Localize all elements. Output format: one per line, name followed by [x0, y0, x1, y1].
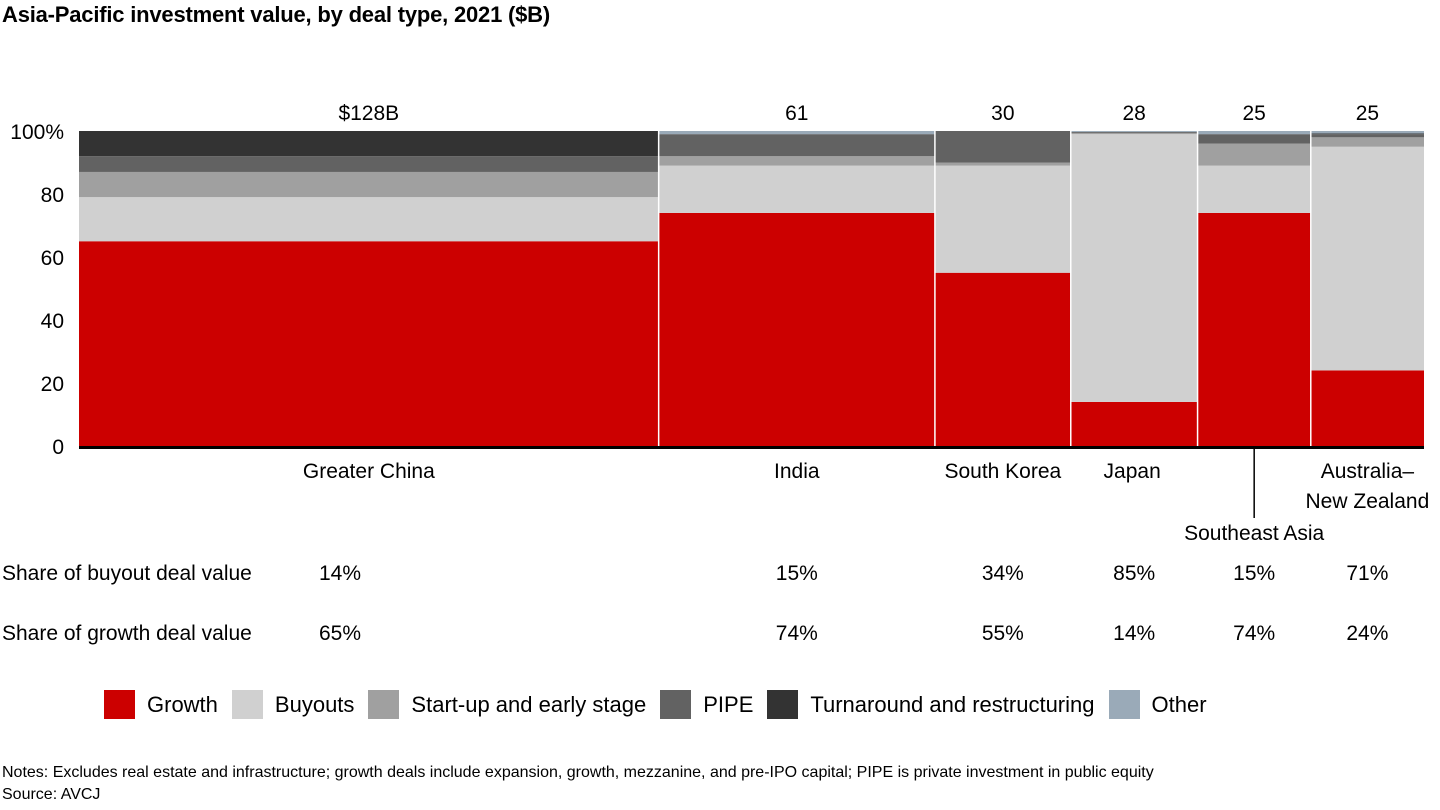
table-value-share-of-buyout-deal-value-south-korea: 34% — [982, 562, 1024, 585]
legend-swatch-growth — [104, 690, 135, 719]
legend-label-other: Other — [1151, 691, 1207, 717]
legend-swatch-start-up-and-early-stage — [368, 690, 400, 719]
table-value-share-of-buyout-deal-value-australia-new-zealand: 71% — [1346, 562, 1388, 585]
category-label-japan: Japan — [1104, 460, 1161, 483]
bar-segment-southeast-asia-growth — [1197, 212, 1311, 446]
total-label-greater-china: $128B — [338, 102, 399, 125]
table-value-share-of-growth-deal-value-japan: 14% — [1113, 622, 1155, 645]
bar-segment-greater-china-pipe — [79, 156, 659, 172]
total-label-australia-new-zealand: 25 — [1356, 102, 1379, 125]
bar-segment-greater-china-start-up-and-early-stage — [79, 171, 659, 198]
row-label-buyout-share: Share of buyout deal value — [2, 562, 252, 585]
bar-segment-australia-new-zealand-other — [1310, 131, 1424, 134]
bar-segment-south-korea-pipe — [934, 131, 1071, 163]
bar-segment-greater-china-buyouts — [79, 197, 659, 242]
table-value-share-of-buyout-deal-value-greater-china: 14% — [319, 562, 361, 585]
y-tick-label: 60 — [41, 247, 64, 270]
y-tick-label: 0 — [52, 436, 64, 459]
legend-item-other: Other — [1108, 690, 1207, 719]
total-label-southeast-asia: 25 — [1242, 102, 1265, 125]
table-value-share-of-growth-deal-value-australia-new-zealand: 24% — [1346, 622, 1388, 645]
bar-segment-south-korea-buyouts — [934, 165, 1071, 273]
table-value-share-of-growth-deal-value-south-korea: 55% — [982, 622, 1024, 645]
bar-segment-japan-other — [1070, 131, 1198, 132]
notes-text: Notes: Excludes real estate and infrastr… — [2, 764, 1154, 781]
table-value-share-of-growth-deal-value-greater-china: 65% — [319, 622, 361, 645]
bar-segment-greater-china-growth — [79, 241, 659, 446]
legend-label-buyouts: Buyouts — [274, 691, 355, 717]
bar-segment-india-pipe — [658, 134, 935, 157]
y-tick-label: 20 — [41, 373, 64, 396]
category-label-india: India — [774, 460, 820, 483]
y-tick-label: 80 — [41, 184, 64, 207]
legend-swatch-buyouts — [231, 690, 263, 719]
legend-label-pipe: PIPE — [703, 691, 754, 717]
bar-segment-south-korea-growth — [934, 272, 1071, 446]
table-value-share-of-growth-deal-value-india: 74% — [776, 622, 818, 645]
bar-segment-southeast-asia-start-up-and-early-stage — [1197, 143, 1311, 166]
bar-segment-japan-growth — [1070, 401, 1198, 446]
bar-segment-japan-start-up-and-early-stage — [1070, 132, 1198, 135]
bar-segment-southeast-asia-pipe — [1197, 134, 1311, 144]
bar-segment-india-growth — [658, 212, 935, 446]
chart-title: Asia-Pacific investment value, by deal t… — [2, 2, 550, 27]
legend-label-growth: Growth — [147, 691, 218, 717]
row-label-growth-share: Share of growth deal value — [2, 622, 252, 645]
category-label-greater-china: Greater China — [303, 460, 435, 483]
bar-segment-greater-china-turnaround-and-restructuring — [79, 131, 659, 157]
legend-label-start-up-and-early-stage: Start-up and early stage — [411, 691, 647, 717]
bar-segment-australia-new-zealand-growth — [1310, 370, 1424, 446]
bar-segment-japan-pipe — [1070, 131, 1198, 133]
bar-segment-southeast-asia-buyouts — [1197, 165, 1311, 213]
bar-segment-india-start-up-and-early-stage — [658, 156, 935, 166]
legend-item-turnaround-and-restructuring: Turnaround and restructuring — [767, 690, 1095, 719]
legend-label-turnaround-and-restructuring: Turnaround and restructuring — [810, 691, 1095, 717]
legend: Growth Buyouts Start-up and early stage PIP… — [104, 690, 1221, 719]
total-label-japan: 28 — [1122, 102, 1145, 125]
bar-segment-australia-new-zealand-start-up-and-early-stage — [1310, 137, 1424, 147]
bar-segment-australia-new-zealand-pipe — [1310, 134, 1424, 138]
bar-segment-india-buyouts — [658, 165, 935, 213]
source-text: Source: AVCJ — [2, 786, 101, 803]
footnotes: Notes: Excludes real estate and infrastr… — [2, 762, 1154, 806]
category-label-southeast-asia: Southeast Asia — [1184, 522, 1324, 545]
category-label-australia-new-zealand-line-1: Australia– — [1321, 460, 1415, 483]
total-label-south-korea: 30 — [991, 102, 1014, 125]
legend-item-buyouts: Buyouts — [231, 690, 355, 719]
bar-segment-southeast-asia-other — [1197, 131, 1311, 135]
legend-swatch-turnaround-and-restructuring — [767, 690, 799, 719]
table-value-share-of-buyout-deal-value-india: 15% — [776, 562, 818, 585]
legend-item-start-up-and-early-stage: Start-up and early stage — [368, 690, 646, 719]
legend-item-pipe: PIPE — [660, 690, 753, 719]
y-tick-label: 40 — [41, 310, 64, 333]
total-label-india: 61 — [785, 102, 808, 125]
legend-item-growth: Growth — [104, 690, 218, 719]
bar-segment-australia-new-zealand-turnaround-and-restructuring — [1310, 133, 1424, 135]
y-tick-label: 100% — [10, 121, 64, 144]
bar-segment-south-korea-start-up-and-early-stage — [934, 162, 1071, 166]
bar-segment-japan-buyouts — [1070, 134, 1198, 402]
legend-swatch-other — [1108, 690, 1140, 719]
category-label-australia-new-zealand-line-2: New Zealand — [1306, 490, 1430, 513]
bar-segment-india-other — [658, 131, 935, 135]
table-value-share-of-buyout-deal-value-japan: 85% — [1113, 562, 1155, 585]
legend-swatch-pipe — [660, 690, 692, 719]
category-label-south-korea: South Korea — [944, 460, 1061, 483]
table-value-share-of-buyout-deal-value-southeast-asia: 15% — [1233, 562, 1275, 585]
table-value-share-of-growth-deal-value-southeast-asia: 74% — [1233, 622, 1275, 645]
bar-segment-australia-new-zealand-buyouts — [1310, 146, 1424, 371]
